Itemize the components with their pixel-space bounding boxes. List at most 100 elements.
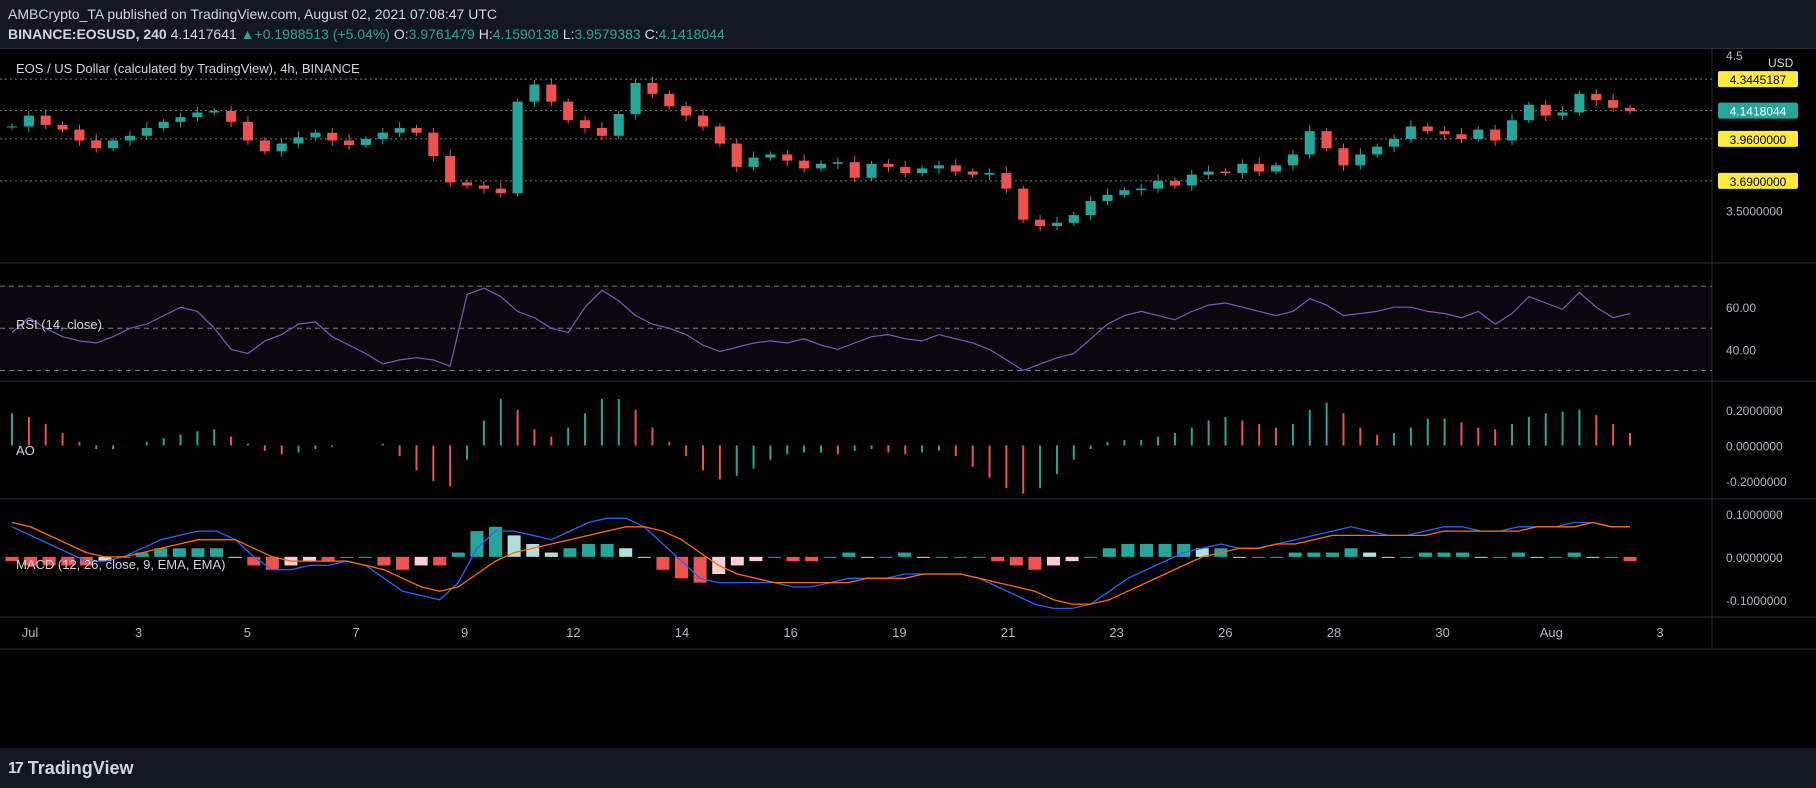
tradingview-logo[interactable]: 17 TradingView (8, 758, 134, 779)
change-arrow-icon: ▲ (240, 26, 255, 42)
candle-body (1035, 219, 1046, 226)
macd-histogram-bar (98, 556, 112, 562)
macd-histogram-bar (991, 556, 1005, 562)
candle-body (1018, 188, 1029, 220)
candle-body (411, 128, 422, 133)
macd-histogram-bar (1474, 556, 1488, 558)
macd-histogram-bar (358, 556, 372, 558)
macd-histogram-bar (451, 552, 465, 557)
candle-body (596, 128, 607, 136)
macd-histogram-bar (433, 556, 447, 566)
macd-histogram-bar (61, 556, 75, 566)
candle-body (748, 157, 759, 167)
candle-body (1439, 131, 1450, 135)
price-level-label-bg (1718, 172, 1798, 189)
macd-histogram-bar (1158, 543, 1172, 557)
macd-tick-label: -0.1000000 (1726, 594, 1787, 608)
price-level-label: 4.1418044 (1730, 105, 1787, 119)
time-axis: Jul 3 5 7 9 12 14 16 19 21 23 26 28 30 Aug 3 (0, 625, 1816, 650)
candle-body (276, 143, 287, 152)
candle-body (175, 117, 186, 122)
candle-body (1490, 129, 1501, 141)
ao-tick-label: 0.0000000 (1726, 439, 1783, 453)
macd-histogram-bar (1139, 543, 1153, 557)
macd-histogram-bar (414, 556, 428, 566)
macd-line (11, 517, 1630, 610)
macd-histogram-bar (1065, 556, 1079, 562)
macd-histogram-bar (42, 556, 56, 566)
candle-body (849, 162, 860, 178)
symbol-label: BINANCE:EOSUSD, 240 (8, 26, 167, 42)
macd-histogram-bar (544, 552, 558, 557)
rsi-tick-label: 40.00 (1726, 343, 1756, 357)
macd-histogram-bar (24, 556, 38, 566)
macd-histogram-bar (1623, 556, 1637, 562)
candle-body (1304, 131, 1315, 155)
candle-body (394, 128, 405, 133)
candle-body (226, 110, 237, 122)
candle-body (799, 160, 810, 169)
time-tick-label: 23 (1109, 625, 1123, 640)
symbol-info: BINANCE:EOSUSD, 240 4.1417641 ▲+0.198851… (8, 26, 725, 42)
low-value: 3.9579383 (574, 26, 641, 42)
macd-histogram-bar (953, 556, 967, 558)
rsi-line (11, 287, 1631, 372)
macd-histogram-bar (526, 543, 540, 557)
macd-histogram-bar (786, 556, 800, 562)
candle-body (259, 140, 270, 152)
candle-body (900, 166, 911, 174)
price-tick-label: 4.5 (1726, 49, 1743, 63)
price-panel: 4.3445187 4.1418044 3.9600000 3.6900000 4.5 3… (0, 49, 1798, 232)
candle-body (731, 143, 742, 167)
macd-histogram-bar (1028, 556, 1042, 570)
candle-body (1422, 126, 1433, 132)
macd-histogram-bar (191, 548, 205, 557)
macd-histogram-bar (860, 556, 875, 558)
publisher-name[interactable]: AMBCrypto_TA (8, 6, 104, 22)
candle-body (209, 110, 220, 113)
time-tick-label: 21 (1001, 625, 1015, 640)
candle-body (917, 168, 928, 174)
macd-histogram-bar (303, 556, 317, 562)
candle-body (1388, 138, 1400, 147)
price-level-label-bg (1718, 71, 1798, 88)
time-tick-label: 30 (1435, 625, 1449, 640)
macd-histogram-bar (340, 556, 354, 558)
candle-body (1169, 180, 1180, 186)
chart-svg[interactable]: 4.3445187 4.1418044 3.9600000 3.6900000 4.5 3… (0, 49, 1816, 749)
time-tick-label: 5 (244, 625, 251, 640)
candle-body (1456, 134, 1467, 139)
macd-histogram-bar (619, 548, 633, 557)
candle-body (158, 121, 169, 129)
candle-body (782, 154, 793, 161)
macd-panel: 0.1000000 0.0000000 -0.1000000 (5, 508, 1787, 610)
last-price: 4.1417641 (170, 26, 237, 42)
candle-body (765, 154, 776, 158)
macd-histogram-bar (1530, 556, 1544, 558)
macd-histogram-bar (265, 556, 279, 570)
macd-histogram-bar (135, 552, 149, 557)
candle-body (1506, 120, 1518, 141)
candle-body (495, 188, 506, 194)
candle-body (647, 82, 658, 94)
macd-histogram-bar (1604, 556, 1618, 558)
candle-body (1186, 174, 1197, 186)
macd-histogram-bar (935, 556, 949, 558)
macd-histogram-bar (1344, 548, 1358, 557)
candle-body (1624, 107, 1636, 111)
candle-body (1405, 126, 1416, 139)
macd-histogram-bar (582, 543, 596, 557)
published-text: published on TradingView.com, August 02,… (103, 6, 497, 22)
macd-histogram-bar (842, 552, 856, 557)
macd-histogram-bar (1586, 556, 1600, 558)
candle-body (428, 132, 439, 156)
macd-histogram-bar (916, 556, 930, 558)
macd-tick-label: 0.0000000 (1726, 551, 1783, 565)
close-value: 4.1418044 (658, 26, 725, 42)
chart-area[interactable]: 4.3445187 4.1418044 3.9600000 3.6900000 4.5 3… (0, 48, 1816, 749)
candle-body (377, 132, 388, 139)
candle-body (1321, 131, 1332, 149)
ao-tick-label: 0.2000000 (1726, 404, 1783, 418)
macd-histogram-bar (172, 548, 186, 557)
candle-body (1237, 163, 1248, 174)
